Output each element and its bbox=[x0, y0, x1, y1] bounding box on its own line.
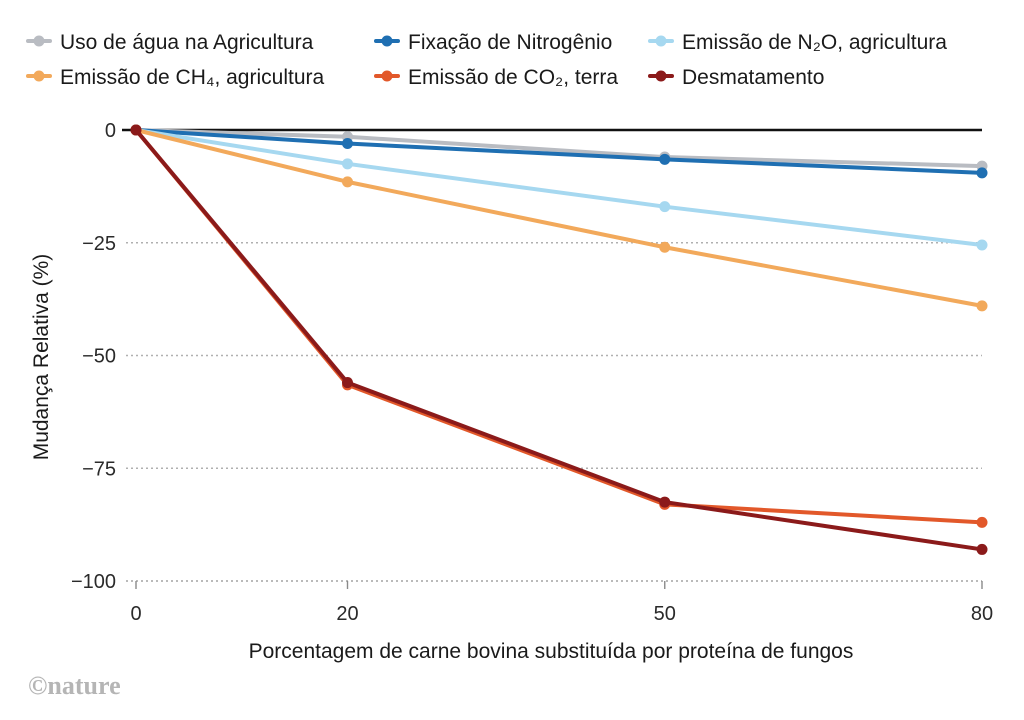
series-line bbox=[134, 128, 984, 552]
series-3 bbox=[130, 124, 988, 251]
legend-label: Emissão de CO₂, terra bbox=[408, 66, 618, 89]
data-point bbox=[659, 496, 671, 508]
legend-item: Desmatamento bbox=[648, 66, 824, 89]
nature-logo: ©nature bbox=[28, 671, 121, 700]
x-tick-label: 80 bbox=[971, 603, 993, 625]
y-tick-label: −100 bbox=[71, 571, 116, 593]
legend-item: Uso de água na Agricultura bbox=[26, 31, 314, 54]
x-tick-label: 0 bbox=[130, 603, 141, 625]
legend-item: Fixação de Nitrogênio bbox=[374, 31, 612, 54]
series-6 bbox=[130, 124, 988, 555]
data-point bbox=[342, 377, 353, 389]
x-axis-title: Porcentagem de carne bovina substituída … bbox=[249, 640, 854, 663]
series-line bbox=[134, 128, 984, 175]
legend: Uso de água na Agricultura Fixação de Nit… bbox=[26, 31, 947, 89]
series-line bbox=[134, 128, 984, 248]
data-point bbox=[659, 201, 671, 213]
data-point bbox=[976, 300, 988, 312]
legend-marker bbox=[33, 70, 45, 82]
series-layer bbox=[130, 124, 988, 555]
legend-item: Emissão de CH₄, agricultura bbox=[26, 66, 324, 89]
axes: 0 −25 −50 −75 −100 0 20 50 80 bbox=[71, 120, 993, 625]
data-point bbox=[130, 124, 142, 136]
y-tick-label: −25 bbox=[82, 233, 116, 255]
legend-marker bbox=[655, 70, 667, 82]
legend-marker bbox=[655, 35, 667, 47]
data-point bbox=[659, 153, 671, 165]
legend-label: Uso de água na Agricultura bbox=[60, 31, 314, 54]
legend-label: Desmatamento bbox=[682, 66, 824, 89]
data-point bbox=[976, 239, 988, 251]
data-point bbox=[342, 138, 353, 150]
legend-marker bbox=[33, 35, 45, 47]
y-tick-label: −75 bbox=[82, 458, 116, 480]
legend-item: Emissão de CO₂, terra bbox=[374, 66, 618, 89]
data-point bbox=[342, 176, 353, 188]
y-tick-label: −50 bbox=[82, 346, 116, 368]
data-point bbox=[342, 158, 353, 170]
series-line bbox=[134, 128, 984, 169]
series-line bbox=[134, 128, 984, 308]
data-point bbox=[659, 241, 671, 253]
legend-marker bbox=[381, 35, 393, 47]
data-point bbox=[976, 167, 988, 179]
data-point bbox=[976, 516, 988, 528]
y-tick-label: 0 bbox=[105, 120, 116, 142]
legend-marker bbox=[381, 70, 393, 82]
x-tick-label: 50 bbox=[654, 603, 676, 625]
legend-item: Emissão de N₂O, agricultura bbox=[648, 31, 947, 54]
legend-label: Fixação de Nitrogênio bbox=[408, 31, 612, 54]
x-tick-label: 20 bbox=[336, 603, 358, 625]
legend-label: Emissão de CH₄, agricultura bbox=[60, 66, 324, 89]
y-axis-title: Mudança Relativa (%) bbox=[30, 254, 53, 461]
data-point bbox=[976, 543, 988, 555]
series-5 bbox=[130, 124, 988, 528]
legend-label: Emissão de N₂O, agricultura bbox=[682, 31, 947, 54]
